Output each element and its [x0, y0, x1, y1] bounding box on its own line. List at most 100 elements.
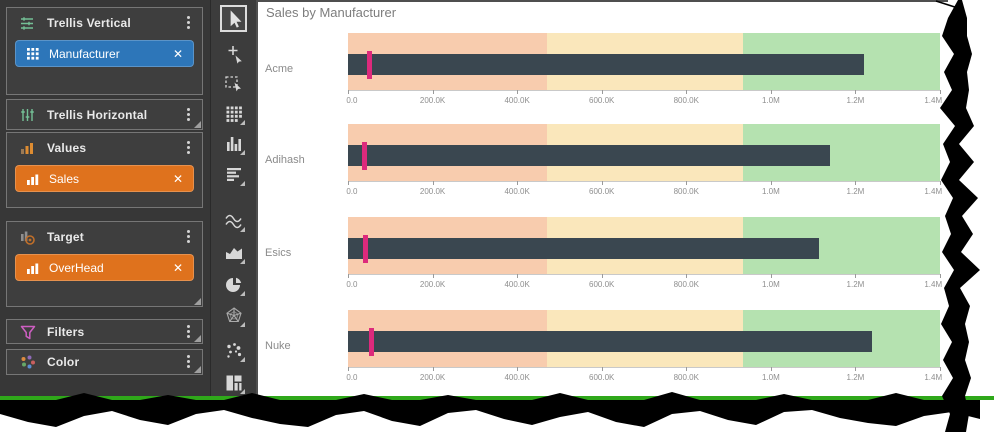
- sales-bar[interactable]: [348, 238, 820, 259]
- close-icon[interactable]: ✕: [172, 260, 183, 275]
- axis-tick-label: 1.2M: [846, 96, 865, 105]
- axis-tick: [348, 274, 349, 278]
- category-label: Nuke: [265, 340, 291, 352]
- resize-grip[interactable]: [194, 298, 201, 305]
- trellis-vertical-section[interactable]: Trellis Vertical Manufacturer ✕: [6, 7, 203, 95]
- area-chart-tool[interactable]: [220, 239, 247, 266]
- axis-tick-label: 1.4M: [924, 373, 943, 382]
- bar-chart-icon: [226, 167, 241, 181]
- values-bars-icon: [21, 142, 33, 154]
- axis-tick-label: 1.2M: [846, 280, 865, 289]
- kebab-menu-icon[interactable]: [181, 14, 195, 32]
- scatter-chart-tool[interactable]: [220, 337, 247, 364]
- pill-label: Manufacturer: [49, 46, 120, 61]
- dropdown-corner-icon: [240, 150, 245, 155]
- treemap-tool[interactable]: [220, 369, 247, 396]
- grid-view-tool[interactable]: [220, 100, 247, 127]
- section-label: Target: [47, 229, 84, 244]
- axis-tick: [517, 181, 519, 185]
- bullet-row-nuke: Nuke 0.0 200.0K 400.0K 600.0K 800.0K 1.0M 1.2M…: [258, 310, 948, 390]
- target-marker[interactable]: [369, 328, 375, 356]
- target-marker[interactable]: [367, 51, 373, 79]
- resize-grip[interactable]: [194, 121, 201, 128]
- axis-tick-label: 1.2M: [846, 187, 865, 196]
- axis-tick-label: 0.0: [346, 373, 358, 382]
- kebab-menu-icon[interactable]: [181, 228, 195, 246]
- dropdown-corner-icon: [240, 291, 245, 296]
- column-chart-tool[interactable]: [220, 130, 247, 157]
- marquee-select-icon: [224, 75, 241, 91]
- axis-tick: [686, 274, 688, 278]
- axis-tick: [855, 274, 857, 278]
- axis-tick-label: 600.0K: [589, 96, 615, 105]
- field-pill-manufacturer[interactable]: Manufacturer ✕: [15, 40, 194, 67]
- close-icon[interactable]: ✕: [172, 171, 183, 186]
- field-pill-sales[interactable]: Sales ✕: [15, 165, 194, 192]
- dropdown-corner-icon: [240, 357, 245, 362]
- section-label: Filters: [47, 324, 85, 339]
- axis-tick-label: 1.0M: [761, 96, 780, 105]
- x-axis-line: [348, 90, 940, 91]
- values-section[interactable]: Values Sales ✕: [6, 132, 203, 208]
- axis-tick-label: 600.0K: [589, 280, 615, 289]
- field-pill-overhead[interactable]: OverHead ✕: [15, 254, 194, 281]
- axis-tick: [770, 90, 772, 94]
- line-chart-icon: [224, 214, 242, 228]
- axis-tick-label: 1.4M: [924, 187, 943, 196]
- dropdown-corner-icon: [240, 120, 245, 125]
- values-header: Values: [7, 133, 202, 162]
- trellis-horizontal-header: Trellis Horizontal: [7, 100, 202, 129]
- close-icon[interactable]: ✕: [172, 46, 183, 61]
- marquee-select-tool[interactable]: [220, 70, 247, 97]
- chart-canvas[interactable]: Sales by Manufacturer Acme 0.0 200.0K 400.…: [256, 0, 948, 396]
- field-grid-icon: [27, 47, 39, 60]
- sales-bar[interactable]: [348, 145, 831, 166]
- axis-tick-label: 0.0: [346, 96, 358, 105]
- kebab-menu-icon[interactable]: [181, 323, 195, 341]
- target-header: Target: [7, 222, 202, 251]
- resize-grip[interactable]: [194, 335, 201, 342]
- axis-tick: [940, 274, 941, 278]
- dropdown-corner-icon: [240, 389, 245, 394]
- axis-tick-label: 800.0K: [673, 280, 699, 289]
- axis-tick-label: 400.0K: [504, 187, 530, 196]
- target-section[interactable]: Target OverHead ✕: [6, 221, 203, 307]
- target-marker[interactable]: [362, 235, 368, 263]
- resize-grip[interactable]: [194, 366, 201, 373]
- section-label: Trellis Horizontal: [47, 107, 148, 122]
- bullet-row-acme: Acme 0.0 200.0K 400.0K 600.0K 800.0K 1.0M 1.2M…: [258, 33, 948, 113]
- measure-bars-icon: [27, 174, 39, 185]
- axis-tick-label: 400.0K: [504, 373, 530, 382]
- measure-bars-icon: [27, 263, 39, 274]
- move-crosshair-icon: [228, 45, 242, 64]
- trellis-horizontal-section[interactable]: Trellis Horizontal: [6, 99, 203, 130]
- filters-section[interactable]: Filters: [6, 319, 203, 344]
- axis-tick: [348, 181, 349, 185]
- color-section[interactable]: Color: [6, 349, 203, 375]
- kebab-menu-icon[interactable]: [181, 353, 195, 371]
- trellis-horizontal-icon: [21, 108, 34, 121]
- sales-bar[interactable]: [348, 331, 873, 352]
- column-chart-icon: [226, 136, 241, 151]
- radar-chart-tool[interactable]: [220, 302, 247, 329]
- axis-tick: [601, 181, 603, 185]
- axis-tick: [855, 367, 857, 371]
- axis-tick-label: 200.0K: [419, 280, 446, 289]
- sales-bar[interactable]: [348, 54, 864, 75]
- target-marker[interactable]: [362, 142, 368, 170]
- bullet-plot: 0.0 200.0K 400.0K 600.0K 800.0K 1.0M 1.2M 1.4M: [346, 217, 942, 289]
- bullet-plot: 0.0 200.0K 400.0K 600.0K 800.0K 1.0M 1.2M 1.4M: [346, 33, 942, 105]
- bar-chart-tool[interactable]: [220, 161, 247, 188]
- line-chart-tool[interactable]: [220, 207, 247, 234]
- axis-tick-label: 800.0K: [673, 373, 699, 382]
- pie-chart-tool[interactable]: [220, 271, 247, 298]
- move-tool[interactable]: [220, 40, 247, 67]
- axis-tick-label: 400.0K: [504, 96, 530, 105]
- axis-tick-label: 600.0K: [589, 373, 615, 382]
- axis-tick: [855, 181, 857, 185]
- kebab-menu-icon[interactable]: [181, 106, 195, 124]
- select-tool[interactable]: [220, 5, 247, 32]
- axis-tick-label: 800.0K: [673, 96, 699, 105]
- axis-tick-label: 1.0M: [761, 373, 780, 382]
- kebab-menu-icon[interactable]: [181, 139, 195, 157]
